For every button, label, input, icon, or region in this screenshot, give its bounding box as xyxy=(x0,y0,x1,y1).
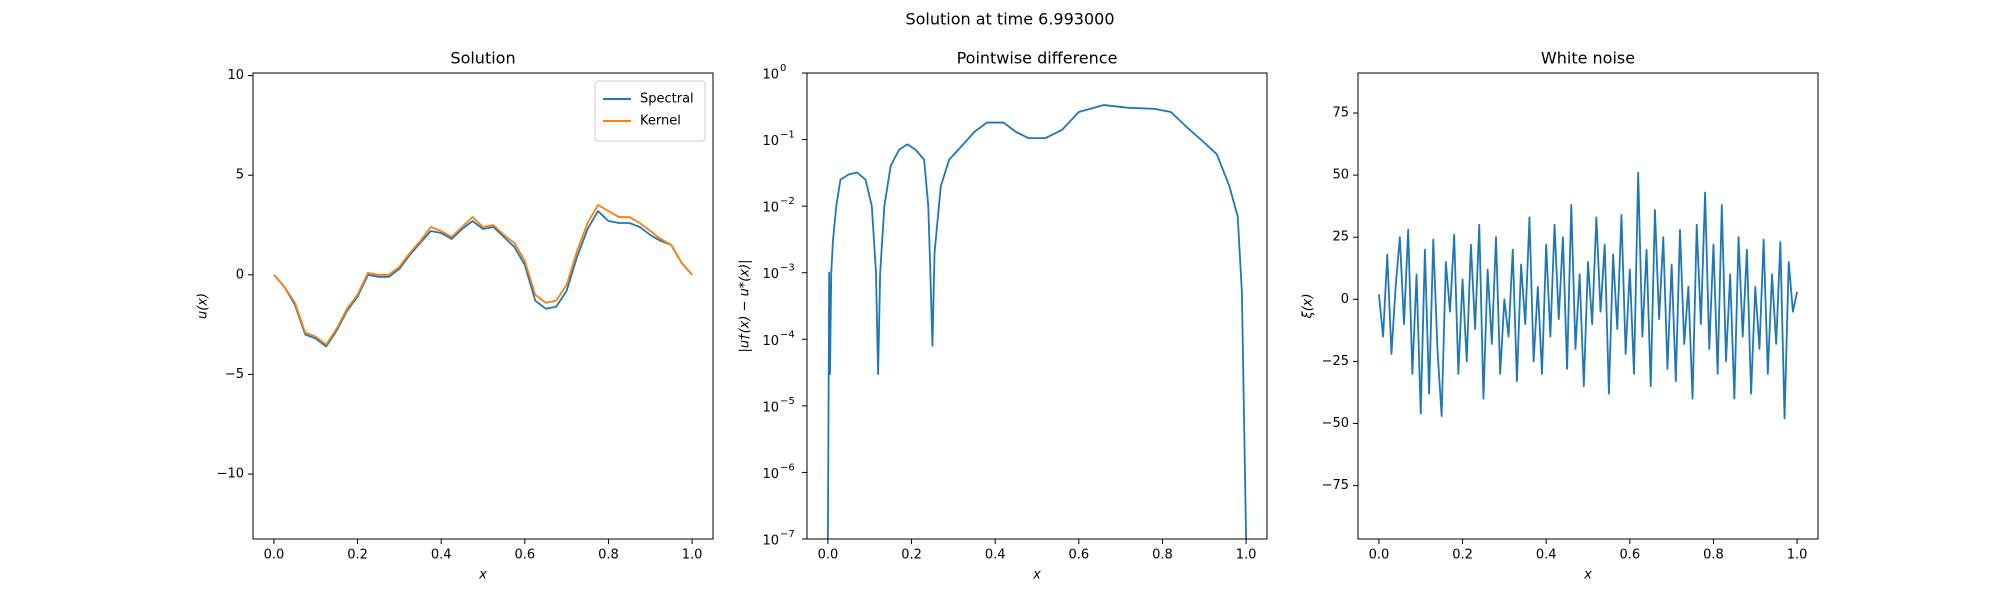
y-tick-label: 10 xyxy=(762,134,779,149)
y-tick-label: −75 xyxy=(1322,478,1349,493)
y-tick-exponent: −2 xyxy=(780,196,795,207)
legend-label: Spectral xyxy=(640,92,694,107)
subplot-title: Pointwise difference xyxy=(957,49,1118,68)
x-tick-label: 0.8 xyxy=(598,548,619,563)
axes-frame xyxy=(252,72,714,540)
y-tick-label: 25 xyxy=(1332,230,1349,245)
x-tick-label: 0.0 xyxy=(1369,548,1390,563)
y-tick-label: 75 xyxy=(1332,105,1349,120)
x-tick-label: 1.0 xyxy=(1787,548,1808,563)
y-tick-label: 50 xyxy=(1332,168,1349,183)
x-axis-label: x xyxy=(1583,568,1592,583)
axes-frame xyxy=(806,72,1268,540)
x-tick-label: 0.4 xyxy=(1536,548,1557,563)
subplot-title: White noise xyxy=(1541,49,1635,68)
figure-title: Solution at time 6.993000 xyxy=(905,10,1114,29)
y-tick-exponent: −5 xyxy=(780,396,795,407)
y-tick-label: 10 xyxy=(762,201,779,216)
x-tick-label: 0.2 xyxy=(1452,548,1473,563)
plot-area xyxy=(273,204,693,348)
series-line xyxy=(273,210,693,348)
y-tick-label: 10 xyxy=(762,400,779,415)
y-axis-label: ξ(x) xyxy=(1301,293,1316,319)
y-tick-exponent: −4 xyxy=(780,329,795,340)
legend-label: Kernel xyxy=(640,114,681,129)
plot-area xyxy=(827,104,1247,539)
x-tick-label: 0.8 xyxy=(1152,548,1173,563)
y-tick-label: 0 xyxy=(236,267,244,282)
series-line xyxy=(273,204,693,346)
x-tick-label: 0.6 xyxy=(1619,548,1640,563)
y-axis-label: u(x) xyxy=(196,293,211,319)
y-tick-exponent: −6 xyxy=(780,462,795,473)
y-tick-exponent: −1 xyxy=(780,130,795,141)
y-tick-label: −10 xyxy=(217,467,244,482)
legend-box xyxy=(594,80,706,142)
x-tick-label: 0.4 xyxy=(431,548,452,563)
series-line xyxy=(1378,171,1798,420)
y-tick-label: 10 xyxy=(762,534,779,549)
x-tick-label: 0.2 xyxy=(347,548,368,563)
x-tick-label: 0.8 xyxy=(1703,548,1724,563)
y-axis-label: |u†(x) − u*(x)| xyxy=(738,259,753,352)
y-tick-label: 10 xyxy=(762,467,779,482)
y-tick-label: −25 xyxy=(1322,354,1349,369)
y-tick-exponent: 0 xyxy=(780,63,786,74)
x-tick-label: 0.6 xyxy=(1068,548,1089,563)
x-tick-label: 1.0 xyxy=(1236,548,1257,563)
x-axis-label: x xyxy=(478,568,487,583)
x-tick-label: 1.0 xyxy=(682,548,703,563)
y-tick-label: 10 xyxy=(762,68,779,83)
y-tick-label: −50 xyxy=(1322,416,1349,431)
x-axis-label: x xyxy=(1032,568,1041,583)
y-tick-label: 5 xyxy=(236,168,244,183)
axes-frame xyxy=(1357,72,1819,540)
plot-area xyxy=(1378,171,1798,420)
y-tick-exponent: −7 xyxy=(780,529,795,540)
x-tick-label: 0.0 xyxy=(264,548,285,563)
x-tick-label: 0.6 xyxy=(514,548,535,563)
y-tick-exponent: −3 xyxy=(780,263,795,274)
y-tick-label: 10 xyxy=(227,68,244,83)
y-tick-label: 10 xyxy=(762,267,779,282)
legend: Spectral Kernel xyxy=(594,80,706,142)
y-tick-label: 10 xyxy=(762,334,779,349)
x-tick-label: 0.2 xyxy=(901,548,922,563)
x-tick-label: 0.4 xyxy=(985,548,1006,563)
series-line xyxy=(827,104,1247,539)
y-tick-label: 0 xyxy=(1341,292,1349,307)
x-tick-label: 0.0 xyxy=(818,548,839,563)
subplot-title: Solution xyxy=(450,49,515,68)
y-tick-label: −5 xyxy=(225,367,244,382)
